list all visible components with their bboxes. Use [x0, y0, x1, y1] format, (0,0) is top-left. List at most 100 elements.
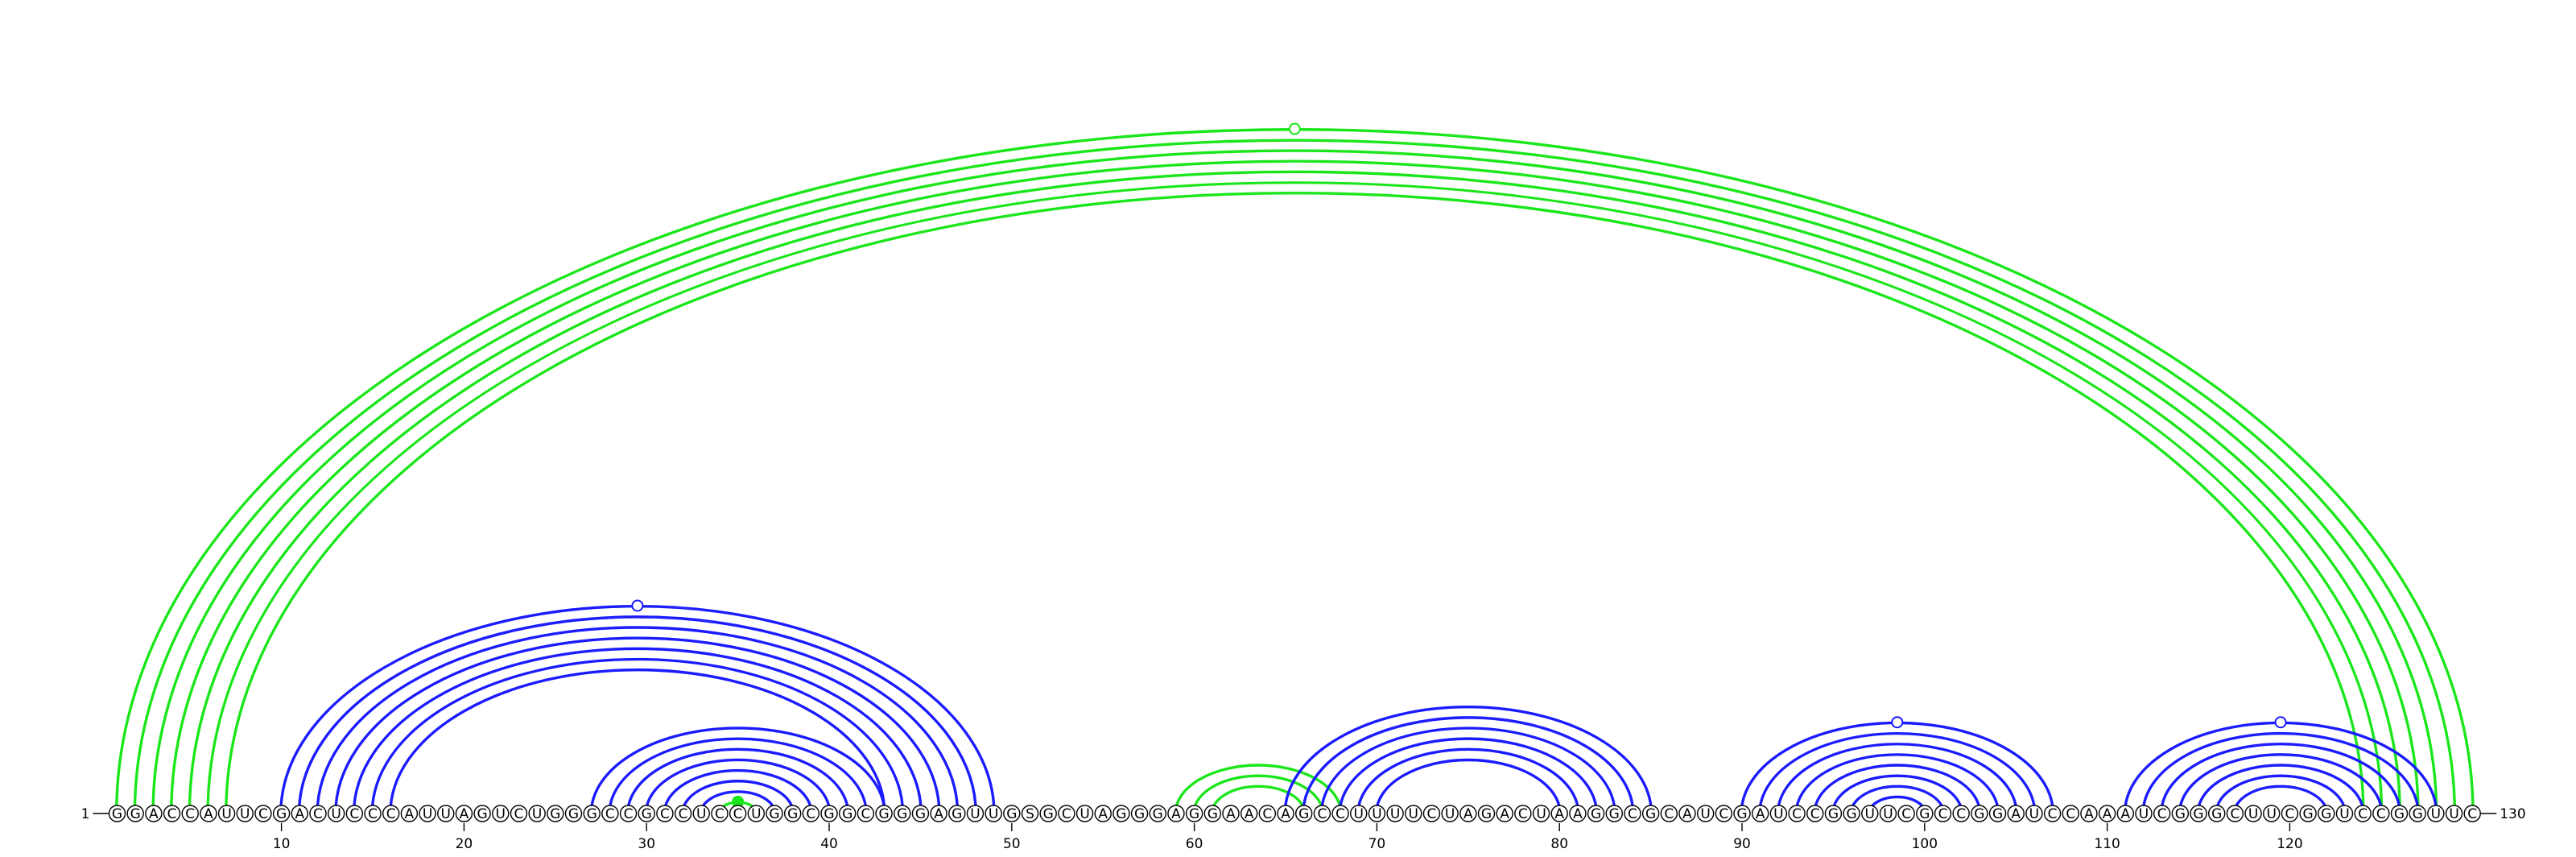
base-pair-arc-15-44-outer [370, 657, 905, 814]
nucleotide: A [930, 805, 947, 822]
base-pair-arc-117-122 [2234, 786, 2327, 814]
base-pair-arc-4-127 [171, 161, 2419, 814]
base-pair-arc-12-47 [317, 627, 958, 814]
nucleotide-letter: G [1974, 806, 1984, 822]
nucleotide-letter: A [1573, 806, 1583, 822]
base-pair-arc-5-126-outer [188, 170, 2401, 814]
nucleotide: C [1331, 805, 1349, 822]
nucleotide-circle [1806, 805, 1824, 822]
nucleotide-circle [692, 805, 710, 822]
nucleotide-circle [966, 805, 985, 822]
nucleotide-circle [2171, 805, 2190, 822]
base-pair-arc-68-82 [1340, 739, 1597, 814]
nucleotide-letter: C [679, 806, 688, 822]
nucleotide: U [217, 805, 236, 822]
nucleotide-circle [1222, 805, 1240, 822]
nucleotide: G [2171, 805, 2190, 822]
base-pair-arc-70-80-outer [1374, 758, 1562, 814]
nucleotide: G [783, 805, 802, 822]
nucleotide: A [1751, 805, 1769, 822]
nucleotide: U [327, 805, 345, 822]
base-pair-arc-13-46-outer [334, 636, 941, 814]
nucleotide: U [437, 805, 455, 822]
nucleotide-circle [2062, 805, 2079, 822]
nucleotide-circle [1058, 805, 1075, 822]
nucleotide-circle [875, 805, 893, 822]
nucleotide-circle [1386, 805, 1404, 822]
nucleotide-letter: A [1500, 806, 1509, 822]
nucleotide: C [1624, 805, 1641, 822]
nucleotide: C [1660, 805, 1678, 822]
nucleotide-circle [1751, 805, 1769, 822]
nucleotide-letter: U [2449, 806, 2458, 822]
nucleotide-letter: G [842, 806, 852, 822]
nucleotide-letter: U [1700, 806, 1710, 822]
base-pair-arc-14-45 [353, 648, 922, 814]
base-pair-arc-68-82-outer [1338, 737, 1599, 814]
base-pair-arc-117-122-outer [2232, 785, 2329, 814]
nucleotide-circle [766, 805, 783, 822]
nucleotide-circle [1075, 805, 1094, 822]
nucleotide-letter: C [167, 806, 177, 822]
nucleotide-letter: U [221, 806, 231, 822]
nucleotide-circle [473, 805, 491, 822]
nucleotide: A [1569, 805, 1587, 822]
nucleotide: A [145, 805, 163, 822]
nucleotide: S [1021, 805, 1039, 822]
base-pair-arc-7-124-outer [225, 191, 2365, 814]
nucleotide-letter: A [2120, 806, 2130, 822]
axis-tick-label-60: 60 [1186, 836, 1203, 852]
nucleotide-circle [583, 805, 601, 822]
nucleotide-letter: U [1536, 806, 1546, 822]
nucleotide-circle [2135, 805, 2153, 822]
base-pair-arc-114-125-outer [2178, 753, 2384, 814]
base-pair-arc-1-130-outer [115, 128, 2475, 814]
nucleotide-letter: U [423, 806, 432, 822]
nucleotide-circle [1496, 805, 1513, 822]
nucleotide-letter: C [368, 806, 378, 822]
nucleotide-circle [2263, 805, 2281, 822]
nucleotide-letter: C [806, 806, 815, 822]
nucleotide: C [802, 805, 820, 822]
nucleotide-circle [547, 805, 564, 822]
nucleotide: G [1733, 805, 1751, 822]
nucleotide: C [382, 805, 400, 822]
base-pair-arc-115-124-outer [2196, 764, 2365, 814]
nucleotide: A [291, 805, 308, 822]
nucleotide-circle [1167, 805, 1185, 822]
nucleotide-circle [2390, 805, 2409, 822]
nucleotide-letter: U [240, 806, 250, 822]
nucleotide: G [1916, 805, 1934, 822]
nucleotide-letter: G [130, 806, 141, 822]
base-pair-arc-6-125-outer [206, 180, 2384, 814]
nucleotide-circle [601, 805, 619, 822]
nucleotide: U [1861, 805, 1879, 822]
nucleotide: G [1477, 805, 1496, 822]
nucleotide-circle [1916, 805, 1934, 822]
nucleotide: U [2445, 805, 2463, 822]
nucleotide-circle [930, 805, 947, 822]
nucleotide-circle [2025, 805, 2043, 822]
nucleotide-letter: G [1591, 806, 1601, 822]
nucleotide-circle [1240, 805, 1258, 822]
nucleotide-letter: G [1208, 806, 1218, 822]
nucleotide-circle [510, 805, 528, 822]
nucleotide: A [400, 805, 419, 822]
base-pair-arc-91-106 [1759, 733, 2035, 814]
nucleotide-circle [894, 805, 911, 822]
helix-markers [631, 122, 2287, 808]
nucleotide: G [1641, 805, 1660, 822]
base-pair-arc-2-129-outer [133, 139, 2457, 814]
nucleotide-circle [1769, 805, 1788, 822]
nucleotide-circle [2007, 805, 2025, 822]
nucleotide: C [601, 805, 619, 822]
nucleotide-letter: G [112, 806, 122, 822]
base-pair-arc-94-103 [1814, 764, 1980, 814]
base-pair-arc-61-66-outer [1210, 785, 1307, 814]
nucleotide: G [2318, 805, 2335, 822]
nucleotide: G [2390, 805, 2409, 822]
nucleotide-circle [1149, 805, 1166, 822]
nucleotide-circle [1368, 805, 1386, 822]
nucleotide-circle [254, 805, 272, 822]
nucleotide-letter: G [2211, 806, 2222, 822]
